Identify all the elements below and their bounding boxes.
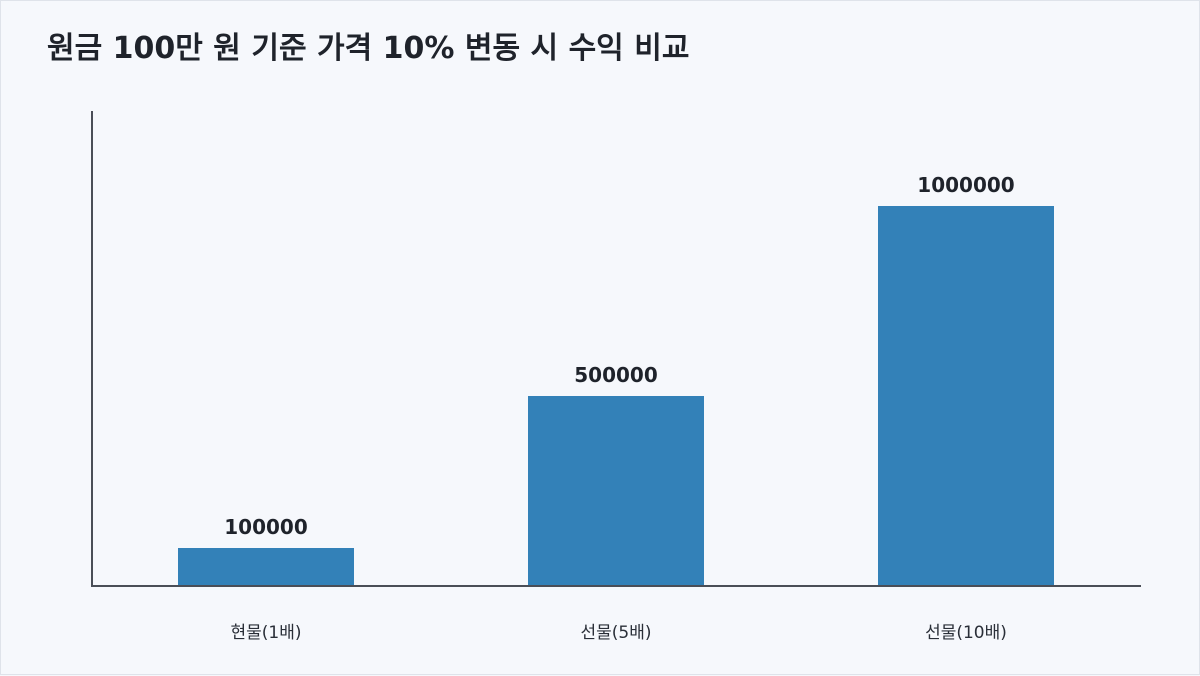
x-tick-label: 현물(1배) (230, 623, 301, 643)
x-tick-label: 선물(5배) (580, 623, 651, 643)
bar-value-label: 1000000 (917, 173, 1014, 197)
chart-title: 원금 100만 원 기준 가격 10% 변동 시 수익 비교 (47, 31, 690, 66)
x-tick-label: 선물(10배) (925, 623, 1007, 643)
bar-2 (528, 396, 704, 586)
bar-1 (178, 548, 354, 586)
bar-3 (878, 206, 1054, 586)
bar-value-label: 100000 (224, 515, 308, 539)
labels-layer: 100000 현물(1배) 500000 선물(5배) 1000000 선물(10배) (224, 173, 1014, 643)
bar-value-label: 500000 (574, 363, 658, 387)
bars-layer (178, 206, 1054, 586)
